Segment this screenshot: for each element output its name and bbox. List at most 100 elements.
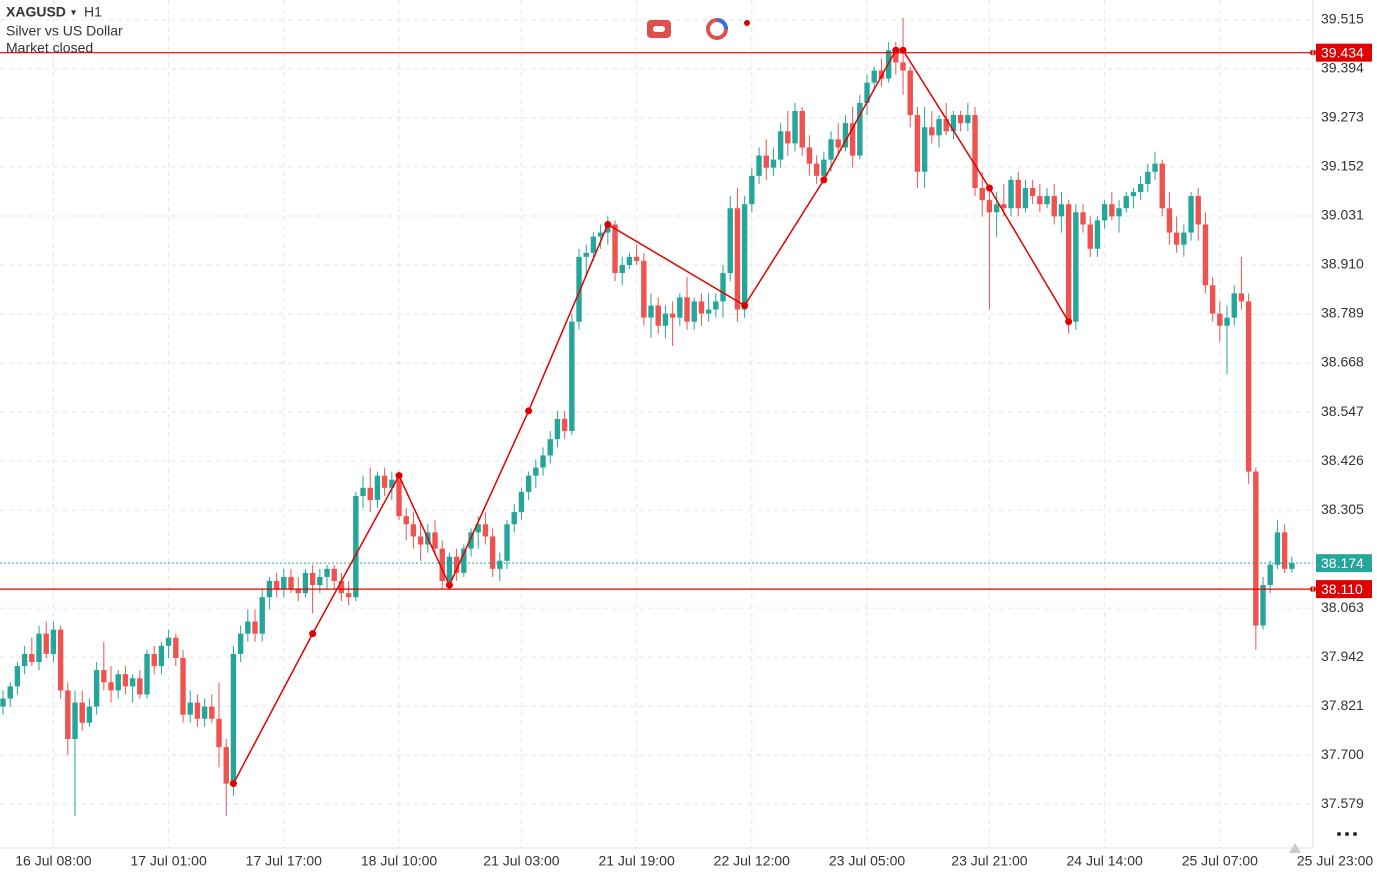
candle-body xyxy=(86,706,93,723)
zigzag-point xyxy=(525,407,533,415)
last-price-label: 38.174 xyxy=(1321,555,1364,571)
y-tick-label: 39.515 xyxy=(1321,11,1364,27)
menu-dot[interactable] xyxy=(1337,832,1341,836)
y-tick-label: 38.426 xyxy=(1321,452,1364,468)
candle-body xyxy=(1181,232,1187,245)
candle-body xyxy=(835,139,841,148)
candle-body xyxy=(612,224,618,274)
x-tick-label: 21 Jul 19:00 xyxy=(598,853,674,869)
candle-body xyxy=(1008,179,1014,209)
candle-body xyxy=(259,597,265,634)
candle-body xyxy=(331,568,337,581)
candle-body xyxy=(561,418,568,432)
candle-body xyxy=(432,532,438,549)
candle-body xyxy=(576,256,582,322)
zigzag-point xyxy=(1065,318,1073,326)
candle-body xyxy=(194,702,201,719)
symbol: XAGUSD xyxy=(6,4,66,20)
candle-body xyxy=(691,301,697,322)
toolbar-icons[interactable] xyxy=(647,18,750,40)
candle-body xyxy=(417,536,424,545)
icon-arc xyxy=(716,18,728,30)
y-tick-label: 38.063 xyxy=(1321,599,1364,615)
candle-body xyxy=(381,475,388,488)
candle-body xyxy=(921,127,928,172)
plot xyxy=(0,17,1316,816)
zigzag-point xyxy=(985,184,993,192)
candle-body xyxy=(14,666,21,687)
candle-body xyxy=(1130,192,1137,197)
candle-body xyxy=(1044,196,1050,205)
candle-body xyxy=(245,621,251,634)
candle-body xyxy=(237,633,244,654)
candle-body xyxy=(727,208,733,274)
candle-body xyxy=(1217,313,1223,326)
candle-body xyxy=(1001,204,1007,209)
candle-body xyxy=(1166,208,1173,233)
candle-body xyxy=(72,702,78,740)
candle-body xyxy=(662,313,669,326)
candle-body xyxy=(813,163,820,176)
level-label: 39.434 xyxy=(1321,44,1364,60)
candle-body xyxy=(50,629,57,654)
menu-dot[interactable] xyxy=(1353,832,1357,836)
candle-body xyxy=(583,252,589,257)
candle-body xyxy=(129,678,136,687)
candle-body xyxy=(857,102,863,156)
timeframe[interactable]: H1 xyxy=(84,4,102,20)
candle-body xyxy=(1245,301,1252,472)
candle-body xyxy=(187,702,193,715)
candle-body xyxy=(461,548,467,573)
candle-body xyxy=(165,637,172,646)
candle-body xyxy=(1080,212,1086,225)
candle-body xyxy=(900,62,906,71)
candle-body xyxy=(792,111,798,144)
level-label-box xyxy=(1316,580,1372,599)
candle-body xyxy=(79,702,85,723)
candle-body xyxy=(547,439,553,456)
x-tick-label: 23 Jul 21:00 xyxy=(951,853,1027,869)
candle-body xyxy=(65,690,71,740)
y-tick-label: 38.547 xyxy=(1321,403,1364,419)
candle-body xyxy=(734,208,741,310)
icon-inner xyxy=(653,26,665,32)
candle-body xyxy=(986,200,993,213)
scroll-marker[interactable] xyxy=(1289,843,1301,853)
candle-body xyxy=(93,670,100,707)
candle-body xyxy=(144,653,150,695)
candle-body xyxy=(317,576,323,586)
candle-body xyxy=(230,653,237,784)
candle-body xyxy=(533,467,539,476)
candle-body xyxy=(216,718,222,748)
candle-body xyxy=(324,568,330,577)
candle-body xyxy=(1137,183,1144,193)
candle-body xyxy=(295,589,301,594)
candle-body xyxy=(1267,564,1273,586)
candle-body xyxy=(893,50,899,63)
candle-body xyxy=(374,475,381,500)
candle-body xyxy=(1022,187,1029,209)
candle-body xyxy=(705,309,712,314)
menu-dot[interactable] xyxy=(1345,832,1349,836)
candle-body xyxy=(209,706,215,719)
candle-body xyxy=(201,706,208,719)
candle-body xyxy=(871,70,877,83)
x-tick-label: 17 Jul 17:00 xyxy=(246,853,322,869)
candle-body xyxy=(1260,585,1266,626)
candle-body xyxy=(101,670,107,683)
candle-body xyxy=(828,139,834,160)
y-tick-label: 38.910 xyxy=(1321,256,1364,272)
axis-labels: 37.579 37.700 37.821 37.942 38.063 38.305 38.4… xyxy=(15,11,1373,869)
candle-body xyxy=(1231,293,1237,318)
candle-body xyxy=(1281,532,1288,569)
y-tick-label: 37.579 xyxy=(1321,795,1364,811)
x-tick-label: 25 Jul 23:00 xyxy=(1297,853,1373,869)
dropdown-arrow[interactable]: ▾ xyxy=(71,8,76,19)
y-tick-label: 37.700 xyxy=(1321,746,1364,762)
candle-body xyxy=(497,560,503,569)
candle-body xyxy=(1224,317,1230,326)
zigzag-line xyxy=(232,49,1070,784)
candle-body xyxy=(1145,171,1151,184)
candle-body xyxy=(1029,187,1036,197)
